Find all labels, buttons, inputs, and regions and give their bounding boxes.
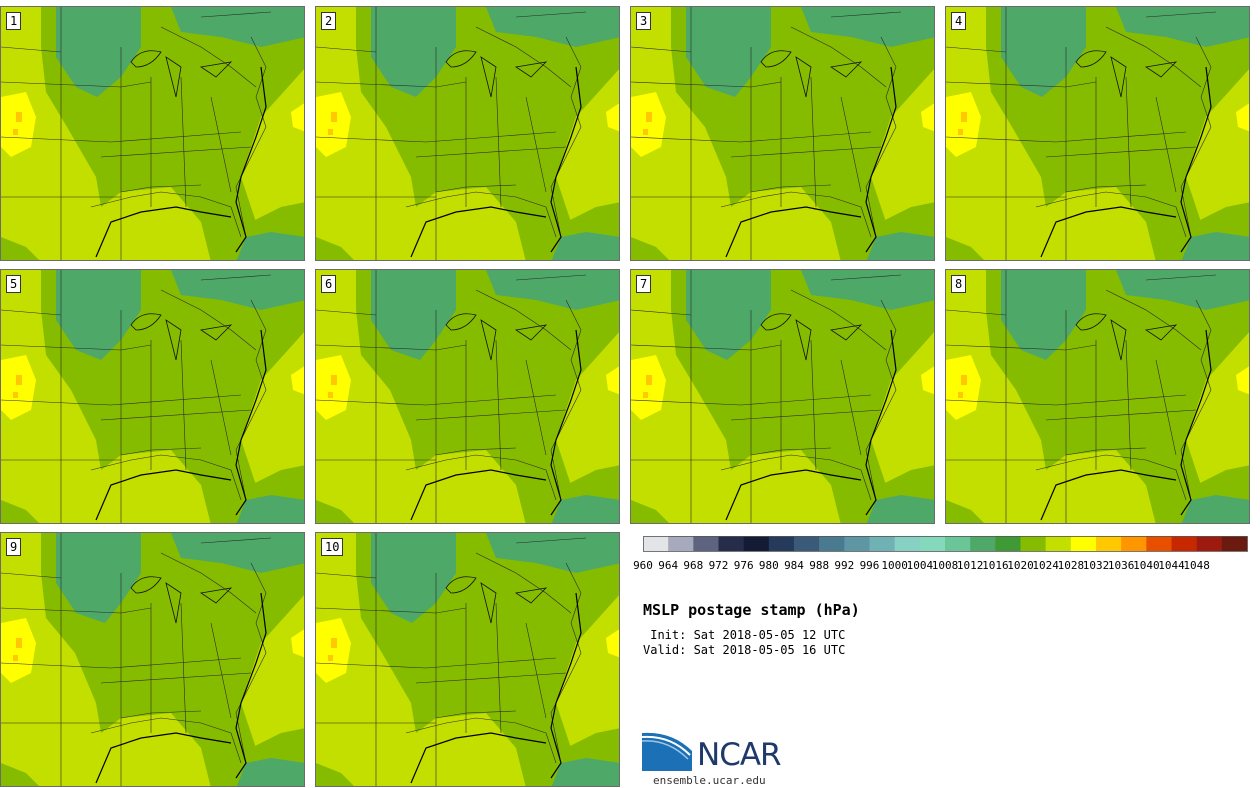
ncar-logo-text: NCAR: [697, 737, 782, 773]
colorbar-tick-label: 1008: [931, 559, 959, 572]
colorbar-tick-label: 1028: [1057, 559, 1085, 572]
ensemble-member-panel: 1: [0, 6, 305, 261]
colorbar-swatch: [643, 536, 669, 551]
ensemble-member-panel: 6: [315, 269, 620, 524]
ensemble-member-panel: 5: [0, 269, 305, 524]
colorbar-swatch: [668, 536, 694, 551]
colorbar-swatch: [844, 536, 870, 551]
colorbar-tick-label: 1000: [881, 559, 908, 572]
colorbar-tick-label: 1004: [906, 559, 934, 572]
colorbar-tick-label: 1044: [1158, 559, 1185, 572]
ensemble-member-panel: 2: [315, 6, 620, 261]
member-number-label: 1: [6, 12, 22, 30]
colorbar-swatch: [869, 536, 895, 551]
colorbar-tick-label: 972: [708, 559, 729, 572]
init-time: Init: Sat 2018-05-05 12 UTC: [643, 628, 846, 642]
colorbar-tick-label: 1012: [956, 559, 984, 572]
colorbar-swatch: [693, 536, 719, 551]
colorbar-swatch: [995, 536, 1021, 551]
ensemble-member-panel: 7: [630, 269, 935, 524]
colorbar-swatch: [970, 536, 996, 551]
colorbar-swatch: [1045, 536, 1072, 551]
colorbar-swatch: [919, 536, 946, 551]
mslp-map: [316, 270, 619, 523]
member-number-label: 7: [636, 275, 652, 293]
mslp-map: [1, 270, 304, 523]
ensemble-member-panel: 10: [315, 532, 620, 787]
colorbar-swatch: [1096, 536, 1122, 551]
mslp-map: [946, 7, 1249, 260]
member-number-label: 9: [6, 538, 22, 556]
valid-time: Valid: Sat 2018-05-05 16 UTC: [643, 643, 846, 657]
colorbar-tick-label: 1048: [1183, 559, 1210, 572]
member-number-label: 8: [951, 275, 967, 293]
ensemble-member-panel: 8: [945, 269, 1250, 524]
mslp-map: [631, 270, 934, 523]
mslp-map: [631, 7, 934, 260]
colorbar-tick-label: 988: [809, 559, 830, 572]
mslp-map: [946, 270, 1249, 523]
ncar-logo: [642, 732, 692, 771]
colorbar-swatch: [1121, 536, 1147, 551]
colorbar-swatch: [718, 536, 744, 551]
member-number-label: 6: [321, 275, 337, 293]
colorbar-tick-label: 1024: [1032, 559, 1059, 572]
mslp-map: [316, 7, 619, 260]
ensemble-member-panel: 9: [0, 532, 305, 787]
colorbar-tick-label: 1040: [1133, 559, 1160, 572]
colorbar-swatch: [1070, 536, 1097, 551]
colorbar-tick-label: 1020: [1007, 559, 1034, 572]
mslp-map: [316, 533, 619, 786]
colorbar: [643, 536, 1248, 552]
colorbar-swatch: [794, 536, 820, 551]
colorbar-swatch: [1171, 536, 1197, 551]
colorbar-swatch: [1196, 536, 1223, 551]
colorbar-swatch: [819, 536, 845, 551]
mslp-map: [1, 7, 304, 260]
colorbar-tick-label: 984: [784, 559, 804, 572]
colorbar-swatch: [1221, 536, 1248, 551]
colorbar-tick-label: 1016: [982, 559, 1009, 572]
colorbar-tick-label: 980: [758, 559, 779, 572]
colorbar-tick-label: 964: [658, 559, 679, 572]
colorbar-tick-label: 996: [859, 559, 880, 572]
member-number-label: 10: [321, 538, 344, 556]
colorbar-swatch: [743, 536, 770, 551]
member-number-label: 2: [321, 12, 337, 30]
colorbar-swatch: [1146, 536, 1172, 551]
member-number-label: 4: [951, 12, 967, 30]
colorbar-tick-label: 1036: [1107, 559, 1135, 572]
mslp-map: [1, 533, 304, 786]
chart-title: MSLP postage stamp (hPa): [643, 601, 860, 619]
colorbar-tick-label: 968: [683, 559, 704, 572]
member-number-label: 5: [6, 275, 22, 293]
colorbar-tick-label: 992: [834, 559, 855, 572]
colorbar-tick-label: 960: [633, 559, 653, 572]
member-number-label: 3: [636, 12, 652, 30]
colorbar-tick-label: 1032: [1082, 559, 1110, 572]
colorbar-swatch: [945, 536, 971, 551]
colorbar-swatch: [768, 536, 795, 551]
site-url: ensemble.ucar.edu: [653, 774, 766, 787]
colorbar-swatch: [1020, 536, 1046, 551]
colorbar-tick-label: 976: [733, 559, 754, 572]
colorbar-swatch: [894, 536, 921, 551]
ensemble-member-panel: 3: [630, 6, 935, 261]
ensemble-member-panel: 4: [945, 6, 1250, 261]
